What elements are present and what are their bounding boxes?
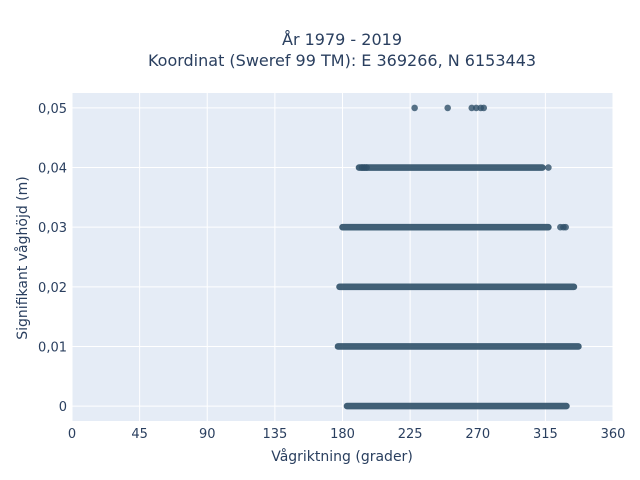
x-tick-label: 270 — [465, 427, 490, 442]
data-point — [363, 164, 370, 171]
x-tick-label: 315 — [533, 427, 558, 442]
y-axis-title: Signifikant våghöjd (m) — [14, 176, 31, 339]
y-tick-label: 0,02 — [38, 281, 67, 296]
chart-title-line2: Koordinat (Sweref 99 TM): E 369266, N 61… — [148, 51, 536, 70]
data-point — [472, 104, 480, 112]
x-axis-title: Vågriktning (grader) — [271, 448, 413, 465]
data-point — [545, 164, 552, 171]
y-tick-label: 0,03 — [38, 221, 67, 236]
x-tick-label: 135 — [262, 427, 287, 442]
x-axis-ticks: 0 45 90 135 180 225 270 315 360 — [68, 427, 626, 442]
data-point — [468, 104, 476, 112]
y-axis-ticks: 0 0,01 0,02 0,03 0,04 0,05 — [38, 102, 67, 415]
data-point — [562, 223, 569, 231]
x-tick-label: 360 — [601, 427, 626, 442]
x-tick-label: 90 — [199, 427, 216, 442]
chart-title-line1: År 1979 - 2019 — [282, 30, 402, 49]
data-point — [444, 104, 451, 112]
y-tick-label: 0,04 — [38, 162, 67, 177]
data-points — [334, 104, 582, 410]
x-tick-label: 45 — [131, 427, 148, 442]
y-tick-label: 0,01 — [38, 340, 67, 355]
data-point — [411, 104, 418, 112]
x-tick-label: 180 — [330, 427, 355, 442]
y-tick-label: 0,05 — [38, 102, 67, 117]
data-point — [480, 104, 488, 112]
x-tick-label: 0 — [68, 427, 76, 442]
y-tick-label: 0 — [59, 400, 67, 415]
x-tick-label: 225 — [398, 427, 423, 442]
